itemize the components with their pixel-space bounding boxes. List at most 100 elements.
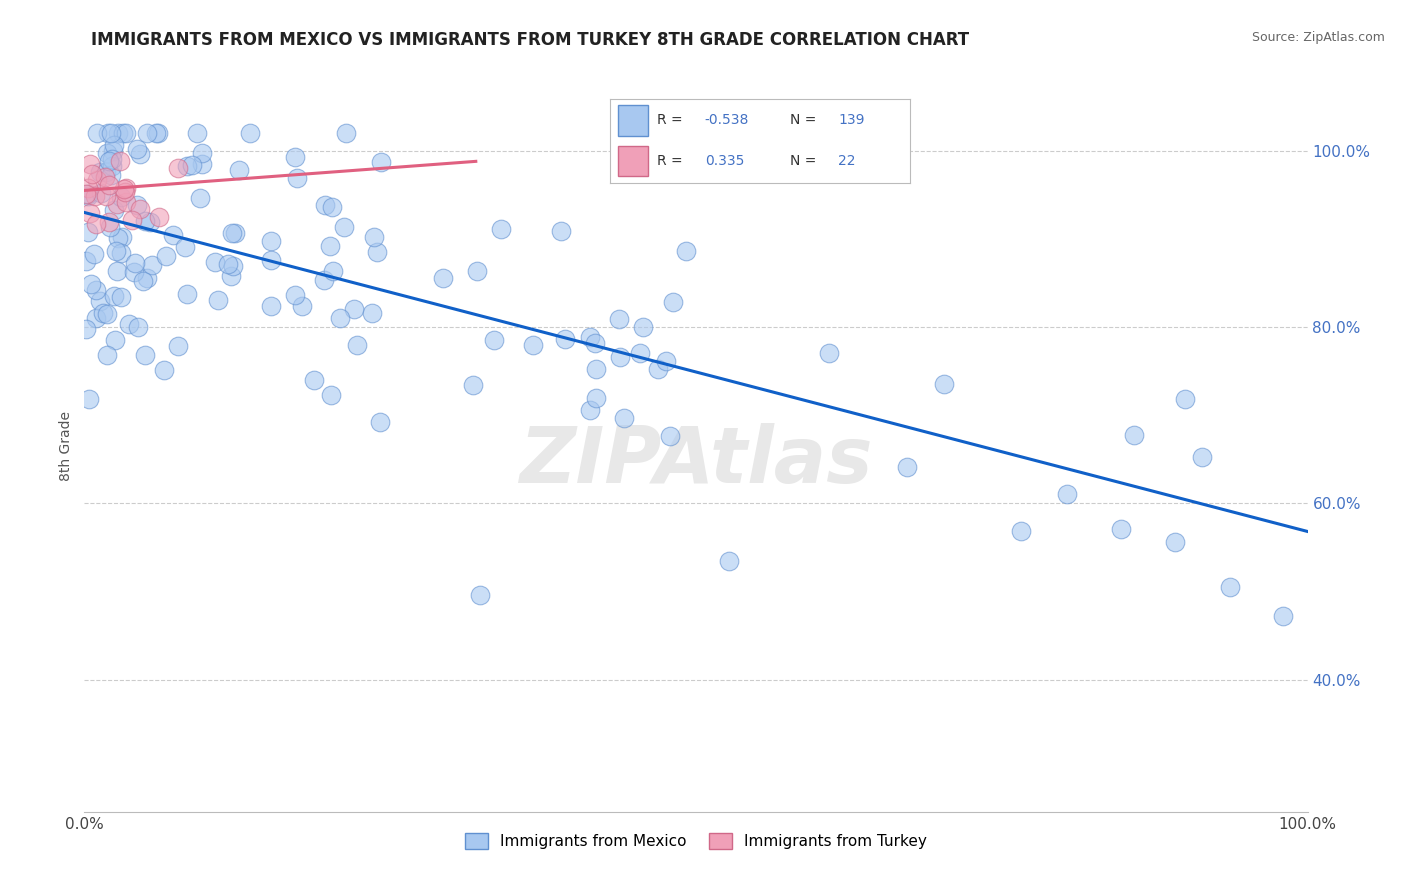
- Point: [522, 338, 544, 352]
- Point: [329, 311, 352, 326]
- Point: [103, 137, 125, 152]
- Legend: Immigrants from Mexico, Immigrants from Turkey: Immigrants from Mexico, Immigrants from …: [458, 827, 934, 855]
- Point: [105, 244, 128, 258]
- Point: [141, 258, 163, 272]
- Point: [370, 154, 392, 169]
- Point: [190, 146, 212, 161]
- Point: [97, 126, 120, 140]
- Point: [204, 255, 226, 269]
- Point: [77, 189, 100, 203]
- Point: [76, 225, 98, 239]
- Point: [224, 226, 246, 240]
- Point: [554, 332, 576, 346]
- Point: [465, 263, 488, 277]
- Point: [121, 213, 143, 227]
- Point: [607, 311, 630, 326]
- Point: [658, 429, 681, 443]
- Point: [221, 259, 243, 273]
- Point: [86, 126, 108, 140]
- Point: [259, 234, 281, 248]
- Point: [463, 378, 485, 392]
- Point: [91, 306, 114, 320]
- Point: [166, 161, 188, 175]
- Point: [366, 244, 388, 259]
- Point: [75, 322, 97, 336]
- Point: [1010, 524, 1032, 539]
- Point: [96, 348, 118, 362]
- Point: [103, 202, 125, 217]
- Point: [1272, 608, 1295, 623]
- Point: [86, 173, 108, 187]
- Point: [1219, 580, 1241, 594]
- Point: [107, 126, 129, 140]
- Point: [260, 299, 283, 313]
- Point: [101, 145, 124, 159]
- Point: [110, 190, 132, 204]
- Point: [228, 162, 250, 177]
- Point: [188, 191, 211, 205]
- Point: [647, 361, 669, 376]
- Point: [80, 277, 103, 291]
- Point: [284, 150, 307, 164]
- Point: [134, 214, 156, 228]
- Point: [114, 195, 136, 210]
- Point: [654, 354, 676, 368]
- Point: [136, 270, 159, 285]
- Point: [579, 330, 602, 344]
- Point: [107, 231, 129, 245]
- Point: [104, 334, 127, 348]
- Point: [153, 363, 176, 377]
- Point: [662, 295, 685, 310]
- Point: [84, 217, 107, 231]
- Point: [180, 158, 202, 172]
- Point: [90, 186, 112, 201]
- Point: [219, 269, 242, 284]
- Point: [613, 411, 636, 425]
- Point: [173, 240, 195, 254]
- Point: [176, 286, 198, 301]
- Point: [239, 126, 262, 140]
- Point: [1164, 534, 1187, 549]
- Point: [148, 211, 170, 225]
- Point: [89, 165, 111, 179]
- Point: [77, 187, 100, 202]
- Point: [186, 126, 208, 140]
- Point: [77, 392, 100, 407]
- Point: [346, 337, 368, 351]
- Point: [155, 249, 177, 263]
- Point: [125, 198, 148, 212]
- Point: [100, 219, 122, 234]
- Point: [101, 153, 124, 167]
- Point: [335, 126, 357, 140]
- Point: [84, 311, 107, 326]
- Point: [343, 301, 366, 316]
- Point: [363, 230, 385, 244]
- Point: [631, 320, 654, 334]
- Point: [432, 270, 454, 285]
- Point: [489, 222, 512, 236]
- Point: [124, 256, 146, 270]
- Point: [122, 265, 145, 279]
- Point: [105, 197, 128, 211]
- Point: [319, 239, 342, 253]
- Point: [260, 252, 283, 267]
- Point: [583, 336, 606, 351]
- Point: [89, 293, 111, 308]
- Point: [100, 169, 122, 183]
- Point: [176, 159, 198, 173]
- Point: [75, 186, 97, 201]
- Point: [332, 219, 354, 234]
- Point: [100, 126, 122, 140]
- Point: [314, 198, 336, 212]
- Point: [79, 157, 101, 171]
- Point: [284, 288, 307, 302]
- Point: [96, 307, 118, 321]
- Point: [312, 273, 335, 287]
- Point: [1174, 392, 1197, 406]
- Point: [110, 290, 132, 304]
- Point: [82, 168, 104, 182]
- Point: [114, 180, 136, 194]
- Point: [135, 126, 157, 140]
- Point: [79, 206, 101, 220]
- Point: [717, 553, 740, 567]
